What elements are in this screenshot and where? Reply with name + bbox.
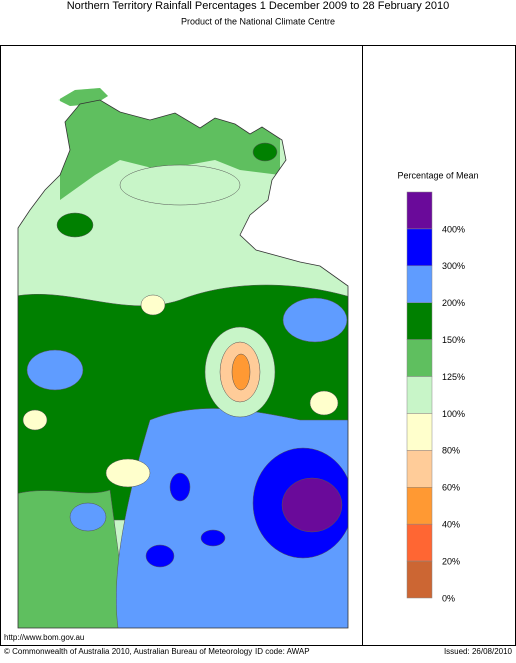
copyright: © Commonwealth of Australia 2010, Austra… — [4, 647, 252, 656]
legend-swatch — [406, 560, 433, 599]
legend-swatch — [406, 450, 433, 488]
issued: Issued: 26/08/2010 — [444, 647, 513, 656]
rainfall-map — [18, 88, 348, 628]
legend-swatch — [406, 413, 433, 451]
subtitle: Product of the National Climate Centre — [181, 16, 335, 26]
legend-label: 20% — [442, 556, 460, 566]
legend-label: 150% — [442, 335, 465, 345]
legend-swatch — [406, 376, 433, 414]
legend-swatch — [406, 228, 433, 267]
legend-title: Percentage of Mean — [397, 170, 478, 180]
legend-swatch — [406, 339, 433, 377]
legend-swatch — [406, 191, 433, 230]
url: http://www.bom.gov.au — [4, 633, 84, 642]
legend-swatch — [406, 523, 433, 562]
legend-label: 80% — [442, 446, 460, 456]
legend-label: 400% — [442, 224, 465, 234]
legend-label: 200% — [442, 298, 465, 308]
legend-swatch — [406, 302, 433, 340]
legend: Percentage of Mean 400% 300% 200% 150% 125% 1… — [397, 170, 478, 603]
id-code: ID code: AWAP — [255, 647, 310, 656]
title: Northern Territory Rainfall Percentages … — [67, 0, 450, 12]
legend-swatch — [406, 487, 433, 525]
legend-swatch — [406, 265, 433, 303]
legend-label: 40% — [442, 520, 460, 530]
coastline — [17, 99, 349, 629]
legend-label: 60% — [442, 483, 460, 493]
legend-label: 100% — [442, 409, 465, 419]
legend-label: 125% — [442, 372, 465, 382]
legend-label: 0% — [442, 593, 455, 603]
legend-label: 300% — [442, 261, 465, 271]
